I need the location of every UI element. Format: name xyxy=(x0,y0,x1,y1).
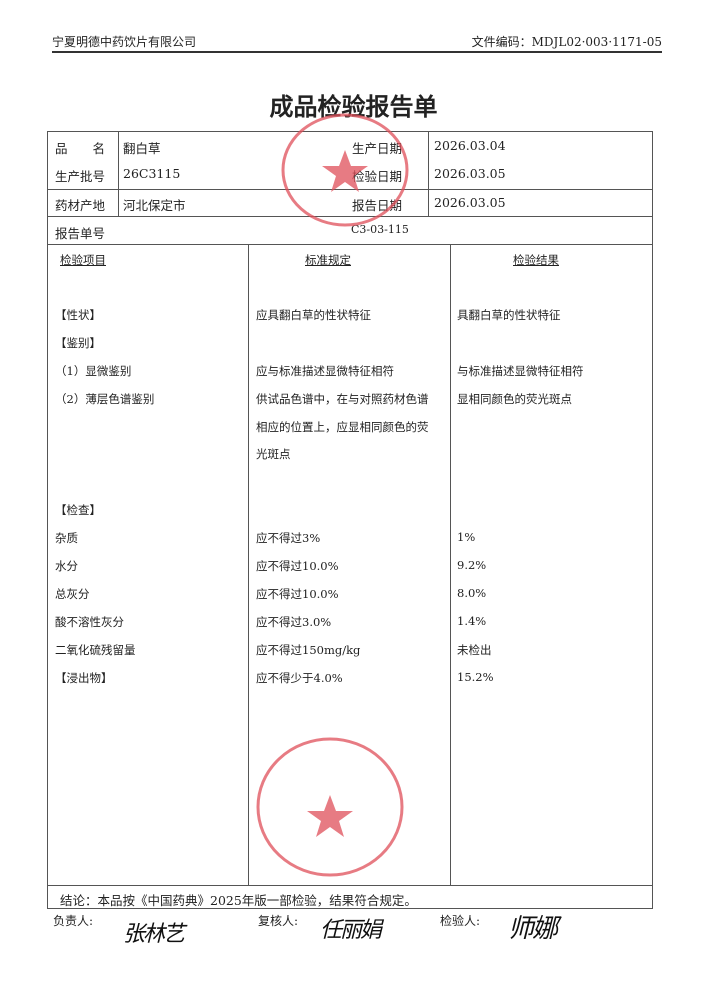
row-standard: 应不得过3.0% xyxy=(256,615,332,629)
row-result: 1.4% xyxy=(457,614,487,628)
row-standard: 应不得过3% xyxy=(256,531,321,545)
conclusion: 结论：本品按《中国药典》2025年版一部检验，结果符合规定。 xyxy=(60,893,417,908)
row-item: （1）显微鉴别 xyxy=(55,364,132,378)
stamp-ring xyxy=(256,737,404,877)
reviewer-label: 复核人: xyxy=(258,914,299,928)
row-item: 【浸出物】 xyxy=(55,671,113,685)
table-rule xyxy=(47,885,653,886)
name-label: 品 名 xyxy=(55,141,106,156)
row-standard: 应不得过150mg/kg xyxy=(256,643,361,657)
row-item: 杂质 xyxy=(55,531,78,545)
stamp-ring xyxy=(281,113,409,227)
report-number: C3-03-115 xyxy=(351,223,409,236)
row-item: 【检查】 xyxy=(55,503,101,517)
row-standard: 应具翻白草的性状特征 xyxy=(256,308,371,322)
test-date: 2026.03.05 xyxy=(434,166,506,181)
table-border xyxy=(652,131,653,909)
star-icon xyxy=(322,150,368,192)
row-result: 具翻白草的性状特征 xyxy=(457,308,561,322)
table-rule xyxy=(47,216,653,217)
row-standard: 应不得过10.0% xyxy=(256,587,339,601)
header-divider xyxy=(52,51,662,53)
table-border xyxy=(47,131,48,909)
row-standard: 光斑点 xyxy=(256,447,291,461)
product-name: 翻白草 xyxy=(123,141,161,156)
origin-label: 药材产地 xyxy=(55,198,106,213)
column-header-result: 检验结果 xyxy=(513,253,559,267)
row-standard: 应不得少于4.0% xyxy=(256,671,343,685)
table-rule xyxy=(248,244,249,885)
star-icon xyxy=(307,795,353,837)
production-date: 2026.03.04 xyxy=(434,138,506,153)
table-rule xyxy=(47,189,653,190)
table-rule xyxy=(47,244,653,245)
company-name: 宁夏明德中药饮片有限公司 xyxy=(52,35,197,49)
row-item: （2）薄层色谱鉴别 xyxy=(55,392,155,406)
report-date: 2026.03.05 xyxy=(434,195,506,210)
row-item: 二氧化硫残留量 xyxy=(55,643,136,657)
table-border xyxy=(47,131,653,132)
row-standard: 供试品色谱中，在与对照药材色谱 xyxy=(256,392,429,406)
table-rule xyxy=(428,131,429,216)
responsible-label: 负责人: xyxy=(53,914,94,928)
batch-label: 生产批号 xyxy=(55,169,106,184)
row-standard: 应与标准描述显微特征相符 xyxy=(256,364,394,378)
report-number-label: 报告单号 xyxy=(55,226,106,241)
row-result: 未检出 xyxy=(457,643,492,657)
row-item: 【鉴别】 xyxy=(55,336,101,350)
qc-seal-stamp xyxy=(256,737,404,877)
reviewer-signature: 任丽娟 xyxy=(320,918,382,943)
row-result: 1% xyxy=(457,530,476,544)
quality-dept-stamp xyxy=(281,113,409,227)
origin: 河北保定市 xyxy=(123,198,186,213)
row-result: 9.2% xyxy=(457,558,487,572)
row-item: 水分 xyxy=(55,559,78,573)
test-date-label: 检验日期 xyxy=(352,169,403,184)
row-standard: 应不得过10.0% xyxy=(256,559,339,573)
row-result: 8.0% xyxy=(457,586,487,600)
document-number: 文件编码：MDJL02·003·1171-05 xyxy=(471,35,662,49)
table-rule xyxy=(450,244,451,885)
row-item: 酸不溶性灰分 xyxy=(55,615,124,629)
inspector-signature: 师娜 xyxy=(508,914,558,944)
batch-number: 26C3115 xyxy=(123,166,181,181)
row-item: 总灰分 xyxy=(55,587,90,601)
column-header-item: 检验项目 xyxy=(60,253,106,267)
column-header-standard: 标准规定 xyxy=(305,253,351,267)
row-result: 与标准描述显微特征相符 xyxy=(457,364,584,378)
row-standard: 相应的位置上，应显相同颜色的荧 xyxy=(256,420,429,434)
row-item: 【性状】 xyxy=(55,308,101,322)
production-date-label: 生产日期 xyxy=(352,141,403,156)
responsible-signature: 张林艺 xyxy=(123,922,185,947)
table-border xyxy=(47,908,653,909)
row-result: 显相同颜色的荧光斑点 xyxy=(457,392,572,406)
table-rule xyxy=(118,131,119,216)
row-result: 15.2% xyxy=(457,670,494,684)
inspector-label: 检验人: xyxy=(440,914,481,928)
